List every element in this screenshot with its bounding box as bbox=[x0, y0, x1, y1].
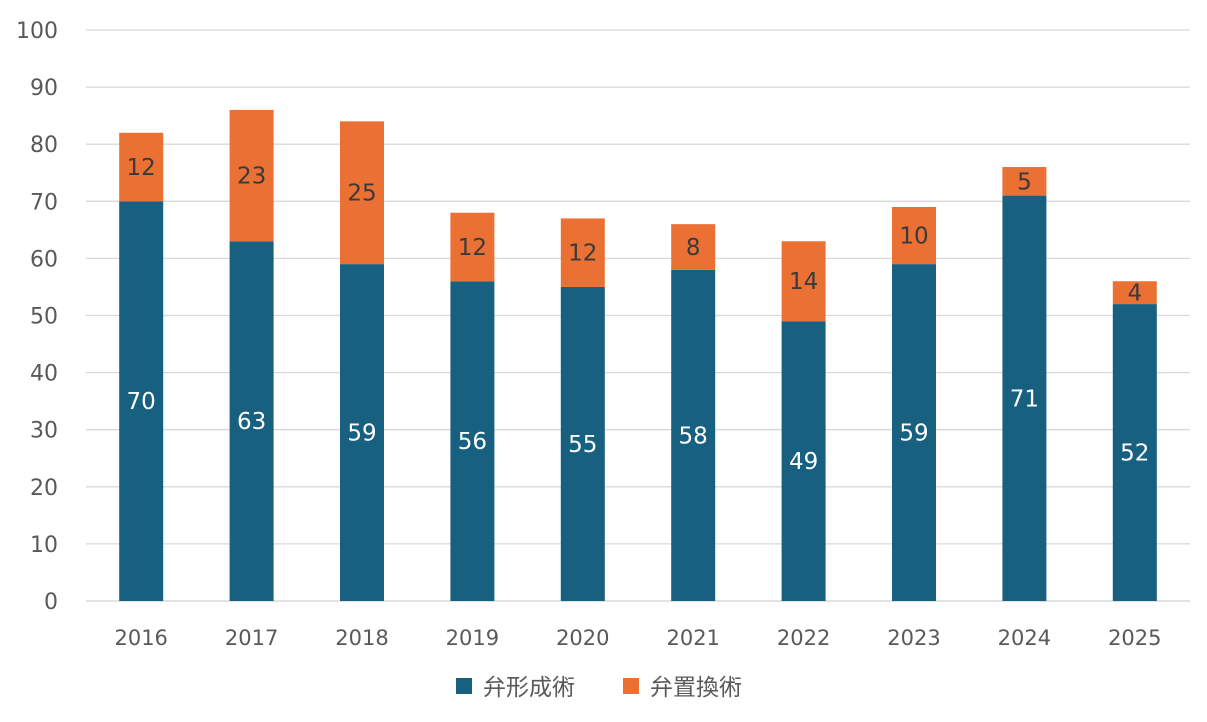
data-label: 8 bbox=[686, 235, 701, 261]
data-label: 5 bbox=[1017, 169, 1032, 195]
x-tick-label: 2016 bbox=[114, 626, 167, 650]
y-tick-label: 100 bbox=[16, 19, 58, 44]
y-tick-label: 0 bbox=[44, 590, 58, 615]
bar-segment-plasty bbox=[671, 269, 716, 601]
bar-group-2023: 59 10 bbox=[892, 207, 936, 601]
bar-segment-replacement bbox=[1112, 281, 1157, 305]
x-tick-label: 2024 bbox=[998, 626, 1051, 650]
data-label: 71 bbox=[1010, 386, 1039, 412]
bar-group-2020: 55 12 bbox=[560, 218, 605, 601]
data-label: 49 bbox=[789, 449, 818, 475]
bar-segment-plasty bbox=[1002, 195, 1047, 601]
y-tick-label: 90 bbox=[30, 76, 58, 101]
x-tick-label: 2021 bbox=[666, 626, 719, 650]
bar-segment-replacement bbox=[560, 218, 605, 287]
bars: 70 12 63 23 59 25 56 12 55 12 58 8 49 14 59 10 71 5 52 4 bbox=[119, 109, 1157, 602]
y-tick-label: 10 bbox=[30, 533, 58, 558]
x-axis: 2016 2017 2018 2019 2020 2021 2022 2023 2024 2025 bbox=[114, 626, 1161, 650]
y-tick-label: 60 bbox=[30, 247, 58, 272]
x-tick-label: 2023 bbox=[887, 626, 940, 650]
legend-item: 弁置換術 bbox=[623, 675, 742, 701]
legend-label: 弁形成術 bbox=[483, 675, 575, 701]
bar-group-2025: 52 4 bbox=[1112, 281, 1157, 601]
bar-segment-replacement bbox=[340, 121, 384, 265]
bar-segment-replacement bbox=[781, 241, 826, 322]
bar-group-2016: 70 12 bbox=[119, 132, 164, 602]
bar-segment-plasty bbox=[340, 264, 384, 601]
bar-group-2019: 56 12 bbox=[450, 212, 495, 601]
y-tick-label: 50 bbox=[30, 305, 58, 330]
bar-segment-replacement bbox=[229, 109, 274, 242]
bar-segment-plasty bbox=[1112, 304, 1157, 601]
data-label: 56 bbox=[458, 429, 487, 455]
x-tick-label: 2018 bbox=[335, 626, 388, 650]
legend-swatch bbox=[623, 678, 639, 694]
data-label: 52 bbox=[1120, 441, 1149, 467]
data-label: 70 bbox=[127, 389, 156, 415]
bar-group-2021: 58 8 bbox=[671, 224, 716, 601]
x-tick-label: 2019 bbox=[446, 626, 499, 650]
y-tick-label: 70 bbox=[30, 190, 58, 215]
data-label: 59 bbox=[899, 421, 928, 447]
bar-group-2018: 59 25 bbox=[340, 121, 384, 601]
data-label: 25 bbox=[347, 181, 376, 207]
x-tick-label: 2022 bbox=[777, 626, 830, 650]
data-label: 59 bbox=[347, 421, 376, 447]
data-label: 55 bbox=[568, 432, 597, 458]
y-tick-label: 80 bbox=[30, 133, 58, 158]
y-tick-label: 40 bbox=[30, 362, 58, 387]
data-label: 12 bbox=[127, 155, 156, 181]
bar-group-2017: 63 23 bbox=[229, 109, 274, 601]
y-axis: 0 10 20 30 40 50 60 70 80 90 100 bbox=[16, 19, 58, 615]
bar-segment-plasty bbox=[781, 321, 826, 601]
bar-segment-replacement bbox=[671, 224, 716, 270]
bar-segment-replacement bbox=[1002, 167, 1047, 196]
bar-segment-plasty bbox=[119, 201, 164, 602]
data-label: 63 bbox=[237, 409, 266, 435]
legend-label: 弁置換術 bbox=[650, 675, 742, 701]
bar-segment-plasty bbox=[229, 241, 274, 601]
data-label: 14 bbox=[789, 269, 818, 295]
bar-segment-replacement bbox=[119, 132, 164, 202]
bar-segment-plasty bbox=[892, 264, 936, 601]
bar-group-2024: 71 5 bbox=[1002, 167, 1047, 601]
bar-segment-replacement bbox=[450, 212, 495, 282]
legend-item: 弁形成術 bbox=[456, 675, 575, 701]
legend: 弁形成術 弁置換術 bbox=[456, 675, 742, 701]
data-label: 4 bbox=[1127, 281, 1142, 307]
data-label: 12 bbox=[568, 241, 597, 267]
x-tick-label: 2025 bbox=[1108, 626, 1161, 650]
bar-segment-plasty bbox=[560, 286, 605, 601]
y-tick-label: 20 bbox=[30, 476, 58, 501]
data-label: 12 bbox=[458, 235, 487, 261]
data-label: 58 bbox=[679, 423, 708, 449]
x-tick-label: 2017 bbox=[225, 626, 278, 650]
data-label: 10 bbox=[899, 224, 928, 250]
y-tick-label: 30 bbox=[30, 419, 58, 444]
x-tick-label: 2020 bbox=[556, 626, 609, 650]
bar-segment-plasty bbox=[450, 281, 495, 601]
bar-group-2022: 49 14 bbox=[781, 241, 826, 601]
bar-segment-replacement bbox=[892, 207, 936, 265]
data-label: 23 bbox=[237, 164, 266, 190]
legend-swatch bbox=[456, 678, 472, 694]
